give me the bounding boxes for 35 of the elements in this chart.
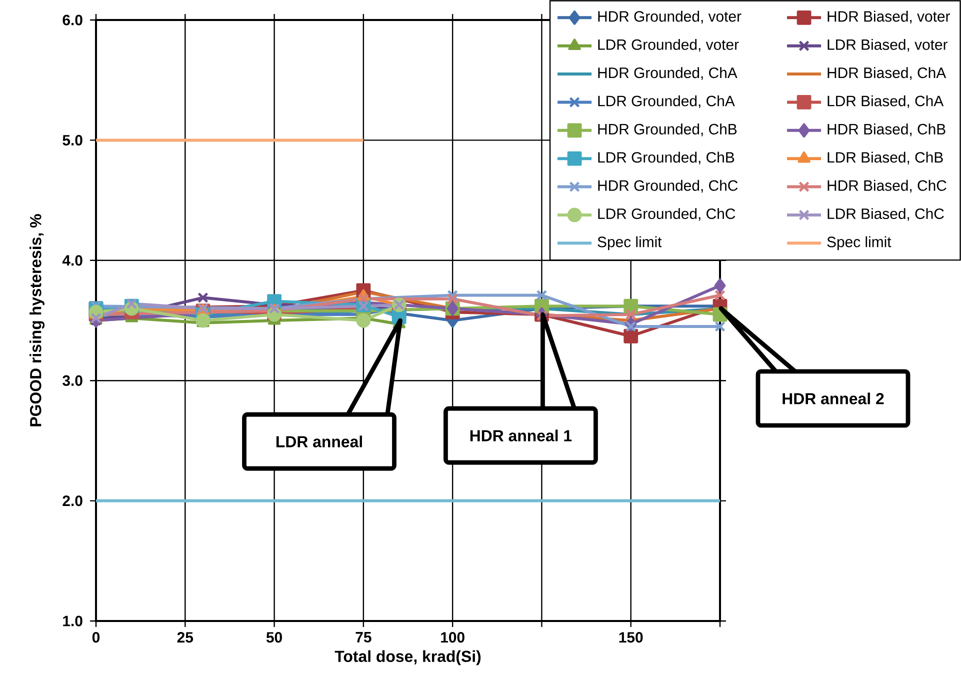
legend-label: HDR Biased, ChB — [828, 124, 946, 136]
y-tick-label: 3.0 — [62, 375, 82, 386]
text: HDR anneal 2 — [782, 392, 884, 404]
x-axis-title: Total dose, krad(Si) — [334, 650, 481, 666]
y-axis-title: PGOOD rising hysteresis, % — [30, 214, 44, 426]
y-tick-label: 4.0 — [62, 255, 82, 266]
y-tick-label: 6.0 — [62, 14, 82, 26]
x-tick-label: 75 — [356, 632, 372, 642]
legend-label: LDR Grounded, voter — [598, 38, 739, 52]
legend-label: LDR Biased, ChB — [828, 152, 943, 164]
legend-label: HDR Grounded, ChA — [598, 67, 738, 80]
legend-label: LDR Biased, voter — [828, 38, 948, 52]
legend-label: Spec limit — [598, 236, 662, 250]
x-tick-label: 50 — [266, 632, 282, 643]
legend-label: LDR Biased, ChA — [828, 95, 944, 108]
annotation: LDR anneal — [276, 436, 362, 448]
legend-label: HDR Biased, ChA — [828, 67, 946, 80]
legend-label: LDR Grounded, ChC — [598, 208, 736, 221]
legend-label: Spec limit — [827, 236, 892, 250]
legend-label: HDR Grounded, ChC — [598, 180, 738, 193]
x-tick-label: 150 — [619, 632, 643, 643]
y-tick-label: 2.0 — [62, 496, 82, 506]
x-tick-label: 0 — [92, 632, 100, 643]
legend-label: LDR Grounded, ChB — [598, 152, 734, 164]
x-tick-label: 25 — [177, 632, 194, 643]
legend-label: HDR Grounded, ChB — [598, 124, 737, 136]
y-tick-label: 1.0 — [63, 616, 82, 626]
x-tick-label: 100 — [441, 632, 464, 643]
legend-label: HDR Biased, ChC — [828, 180, 946, 193]
y-tick-label: 5.0 — [62, 134, 82, 146]
legend-label: LDR Biased, ChC — [828, 208, 944, 221]
legend-label: HDR Grounded, voter — [598, 10, 742, 24]
legend-label: LDR Grounded, ChA — [598, 95, 735, 108]
legend-label: HDR Biased, voter — [828, 10, 950, 24]
annotation: HDR anneal 1 — [470, 430, 572, 442]
